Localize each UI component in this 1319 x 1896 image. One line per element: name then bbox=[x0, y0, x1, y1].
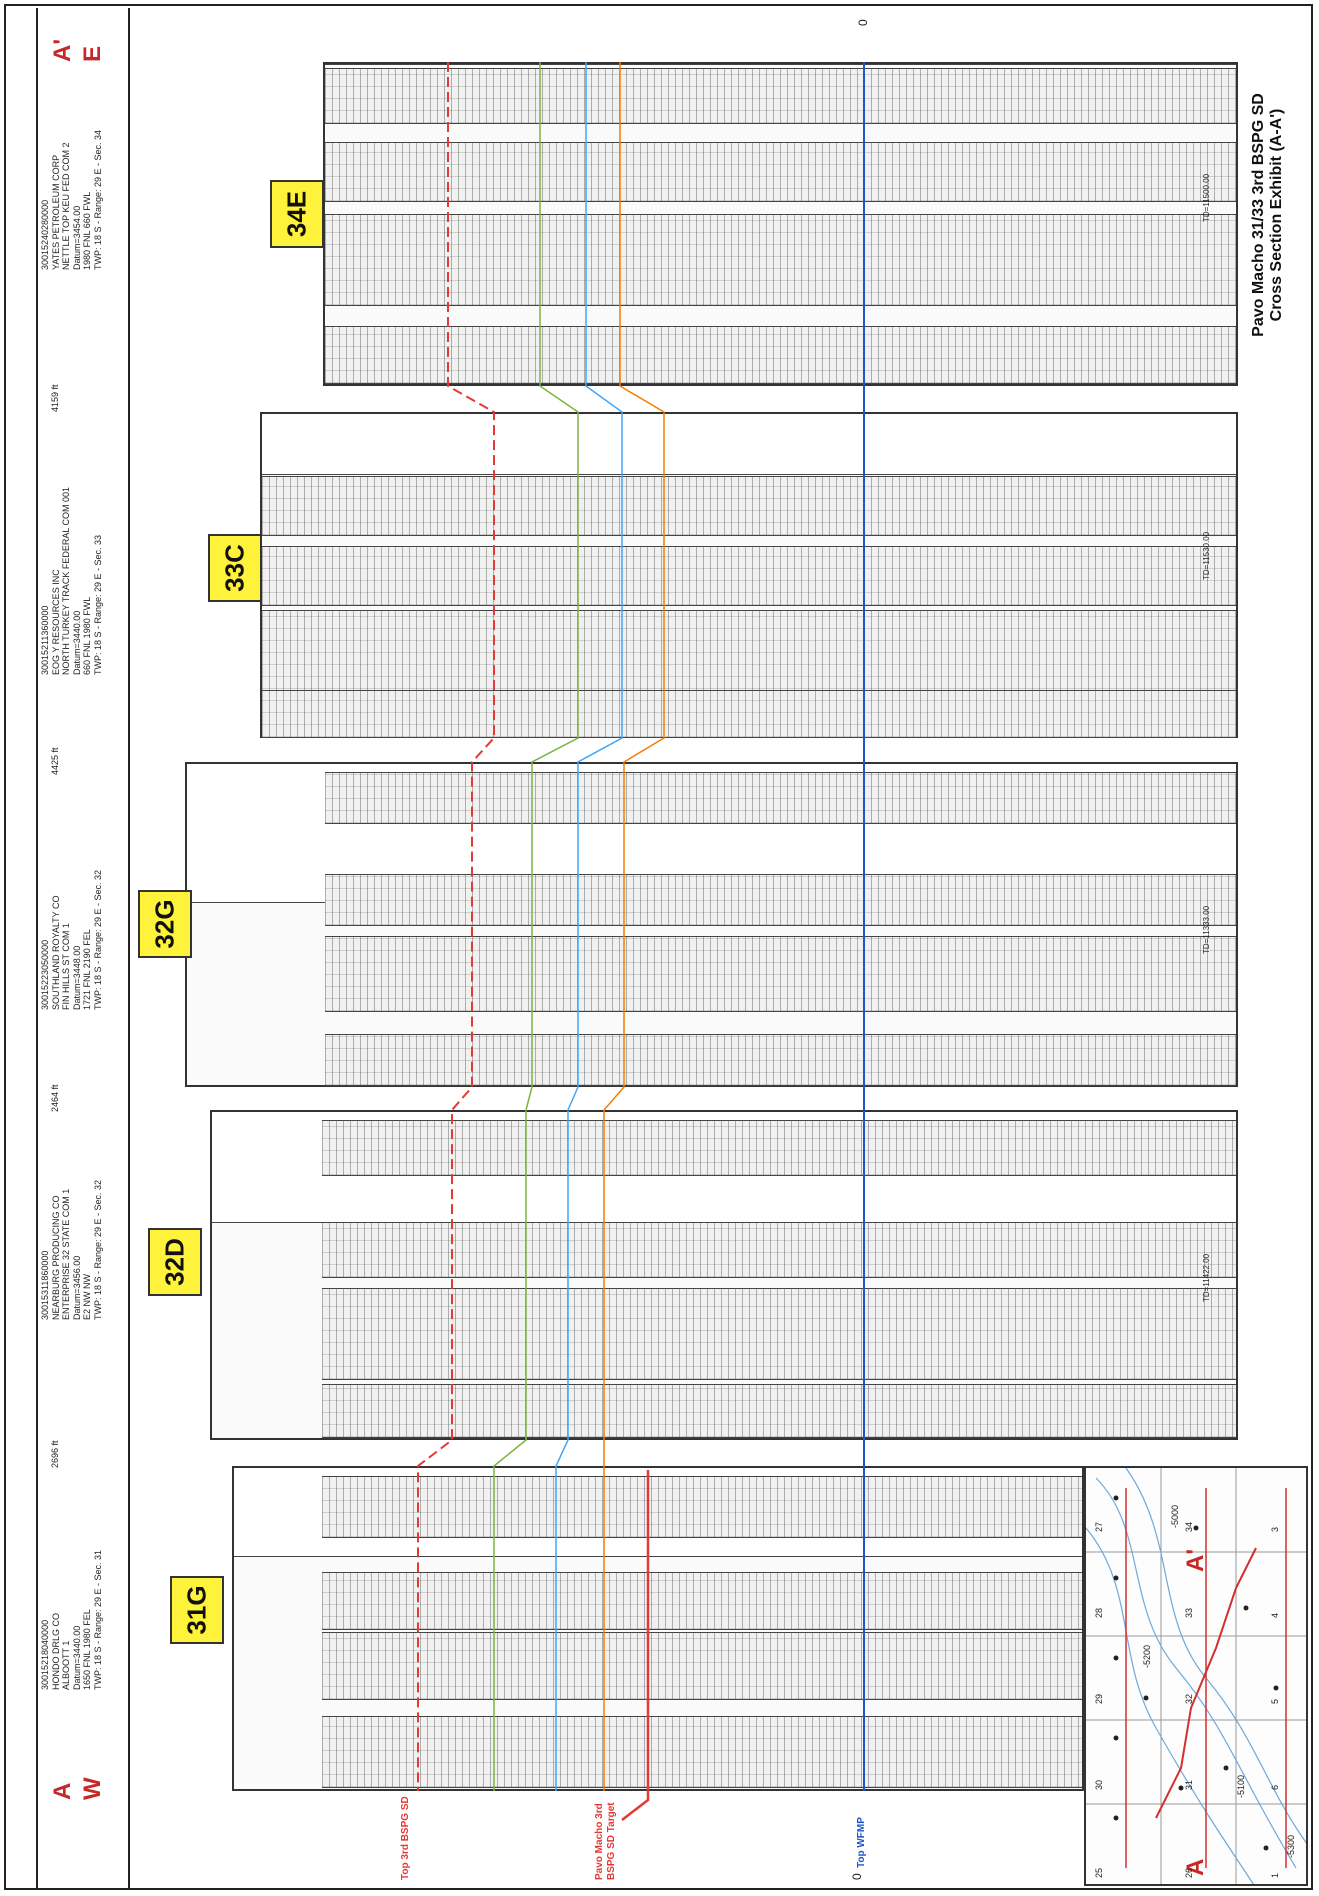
correlation-green bbox=[493, 62, 579, 1791]
td-label-32D: TD=11422.00 bbox=[1202, 1253, 1211, 1302]
marker-label-target: Pavo Macho 3rd BSPG SD Target bbox=[594, 1802, 617, 1880]
td-label-34E: TD=11500.00 bbox=[1202, 173, 1211, 222]
log-panel-32G bbox=[185, 762, 1238, 1087]
log-panel-32D bbox=[210, 1110, 1238, 1440]
well-badge-32D: 32D bbox=[148, 1228, 202, 1296]
log-panel-34E bbox=[323, 62, 1238, 386]
log-panel-31G bbox=[232, 1466, 1084, 1791]
left-header-divider bbox=[36, 8, 38, 1888]
well-badge-31G: 31G bbox=[170, 1576, 224, 1644]
location-map: A A' 25 30 29 28 27 26 31 32 33 34 1 6 5… bbox=[1084, 1466, 1308, 1886]
correlation-top3rd bbox=[417, 62, 495, 1791]
log-panel-33C bbox=[260, 412, 1238, 738]
correlation-blue bbox=[555, 62, 623, 1791]
map-drawing bbox=[1086, 1468, 1306, 1884]
well-badge-34E: 34E bbox=[270, 180, 324, 248]
td-label-32G: TD=11333.00 bbox=[1202, 905, 1211, 954]
marker-label-wfmp: Top WFMP bbox=[856, 1817, 867, 1868]
target-arrow bbox=[621, 1470, 650, 1821]
td-label-33C: TD=11530.00 bbox=[1202, 531, 1211, 580]
well-badge-32G: 32G bbox=[138, 890, 192, 958]
marker-label-top3rd: Top 3rd BSPG SD bbox=[400, 1796, 411, 1880]
exhibit-title: Pavo Macho 31/33 3rd BSPG SD Cross Secti… bbox=[1250, 93, 1285, 337]
header-panel-divider bbox=[128, 8, 130, 1888]
well-badge-33C: 33C bbox=[208, 534, 262, 602]
exhibit-frame bbox=[4, 4, 1313, 1890]
correlation-target bbox=[603, 62, 665, 1791]
